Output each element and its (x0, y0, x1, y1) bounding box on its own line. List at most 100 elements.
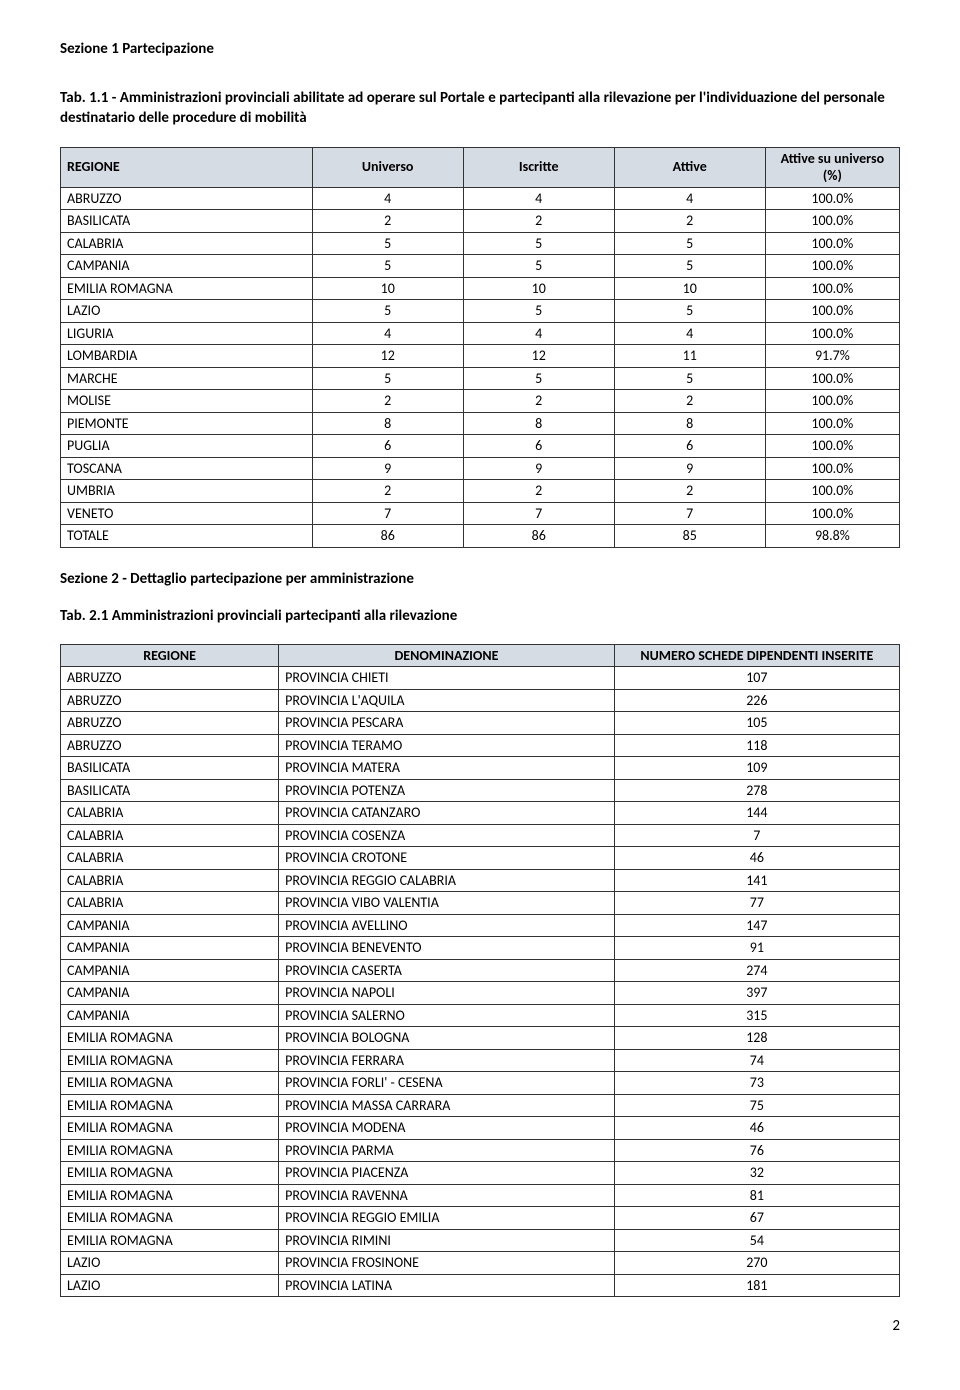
table1-cell: 5 (312, 255, 463, 278)
table2-cell: PROVINCIA RIMINI (279, 1229, 615, 1252)
tab21-caption: Tab. 2.1 Amministrazioni provinciali par… (60, 606, 900, 626)
table1-cell: 100.0% (765, 502, 899, 525)
table1-cell: 8 (614, 412, 765, 435)
table2-cell: ABRUZZO (61, 734, 279, 757)
table2-cell: CALABRIA (61, 892, 279, 915)
table1-row: TOSCANA999100.0% (61, 457, 900, 480)
table1-cell: 5 (463, 255, 614, 278)
table2-cell: CALABRIA (61, 802, 279, 825)
table2-cell: CAMPANIA (61, 937, 279, 960)
table1-cell: 4 (463, 187, 614, 210)
table1-cell: 100.0% (765, 480, 899, 503)
table2-row: BASILICATAPROVINCIA MATERA109 (61, 757, 900, 780)
table1-cell: 100.0% (765, 300, 899, 323)
table1-cell: 91.7% (765, 345, 899, 368)
table1-cell: 100.0% (765, 435, 899, 458)
table1-cell: 5 (614, 255, 765, 278)
table2-col-header: NUMERO SCHEDE DIPENDENTI INSERITE (614, 644, 899, 667)
table2-cell: CAMPANIA (61, 959, 279, 982)
table2-row: EMILIA ROMAGNAPROVINCIA RIMINI54 (61, 1229, 900, 1252)
table2-cell: PROVINCIA POTENZA (279, 779, 615, 802)
table1-cell: 9 (312, 457, 463, 480)
table1-cell: MARCHE (61, 367, 313, 390)
table2-row: CALABRIAPROVINCIA VIBO VALENTIA77 (61, 892, 900, 915)
table2-row: CAMPANIAPROVINCIA AVELLINO147 (61, 914, 900, 937)
table1-cell: BASILICATA (61, 210, 313, 233)
table2-cell: PROVINCIA PIACENZA (279, 1162, 615, 1185)
table1-row: PIEMONTE888100.0% (61, 412, 900, 435)
table1-cell: 10 (312, 277, 463, 300)
table1-cell: 100.0% (765, 322, 899, 345)
page-number: 2 (60, 1317, 900, 1335)
table2-cell: PROVINCIA CROTONE (279, 847, 615, 870)
table2-cell: PROVINCIA LATINA (279, 1274, 615, 1297)
table2-row: BASILICATAPROVINCIA POTENZA278 (61, 779, 900, 802)
table1-row: VENETO777100.0% (61, 502, 900, 525)
table2-cell: PROVINCIA PARMA (279, 1139, 615, 1162)
table1-cell: 4 (312, 187, 463, 210)
table1-cell: 2 (614, 390, 765, 413)
table1-row: MARCHE555100.0% (61, 367, 900, 390)
table1-header-row: REGIONEUniversoIscritteAttiveAttive su u… (61, 147, 900, 187)
table2-cell: LAZIO (61, 1252, 279, 1275)
table1-cell: VENETO (61, 502, 313, 525)
table2-cell: BASILICATA (61, 779, 279, 802)
table1-col-header: REGIONE (61, 147, 313, 187)
table2-cell: CALABRIA (61, 847, 279, 870)
table1-cell: 7 (312, 502, 463, 525)
table2-row: CALABRIAPROVINCIA COSENZA7 (61, 824, 900, 847)
table2-cell: 7 (614, 824, 899, 847)
table2-cell: PROVINCIA SALERNO (279, 1004, 615, 1027)
table2-row: CALABRIAPROVINCIA CROTONE46 (61, 847, 900, 870)
section1-title: Sezione 1 Partecipazione (60, 40, 900, 58)
table2-cell: PROVINCIA MODENA (279, 1117, 615, 1140)
table2-cell: CAMPANIA (61, 1004, 279, 1027)
table1-cell: LIGURIA (61, 322, 313, 345)
table2-row: EMILIA ROMAGNAPROVINCIA FERRARA74 (61, 1049, 900, 1072)
table1-row: LIGURIA444100.0% (61, 322, 900, 345)
table1-cell: 100.0% (765, 187, 899, 210)
table1-cell: 5 (614, 300, 765, 323)
table1-row: LOMBARDIA12121191.7% (61, 345, 900, 368)
table1-cell: 5 (463, 232, 614, 255)
table2-cell: PROVINCIA RAVENNA (279, 1184, 615, 1207)
table2-cell: 118 (614, 734, 899, 757)
table1-cell: 5 (614, 367, 765, 390)
table2-cell: 75 (614, 1094, 899, 1117)
table1-cell: 5 (312, 367, 463, 390)
table2-cell: PROVINCIA BOLOGNA (279, 1027, 615, 1050)
table2-row: EMILIA ROMAGNAPROVINCIA BOLOGNA128 (61, 1027, 900, 1050)
table2-cell: 144 (614, 802, 899, 825)
table2-cell: 226 (614, 689, 899, 712)
table1-cell: PIEMONTE (61, 412, 313, 435)
table2-cell: CALABRIA (61, 869, 279, 892)
table1-cell: 85 (614, 525, 765, 548)
table1-cell: LAZIO (61, 300, 313, 323)
table1-cell: 2 (312, 390, 463, 413)
table2-row: CALABRIAPROVINCIA REGGIO CALABRIA141 (61, 869, 900, 892)
table1-cell: 2 (312, 210, 463, 233)
table1-cell: 5 (312, 300, 463, 323)
table2-cell: 147 (614, 914, 899, 937)
table2-cell: PROVINCIA VIBO VALENTIA (279, 892, 615, 915)
table1-cell: 100.0% (765, 457, 899, 480)
table2-cell: PROVINCIA FORLI' - CESENA (279, 1072, 615, 1095)
table1-cell: 2 (463, 390, 614, 413)
table1-cell: 98.8% (765, 525, 899, 548)
table1-cell: 6 (312, 435, 463, 458)
table1-cell: ABRUZZO (61, 187, 313, 210)
table2-cell: 91 (614, 937, 899, 960)
table2-header-row: REGIONEDENOMINAZIONENUMERO SCHEDE DIPEND… (61, 644, 900, 667)
table2-cell: PROVINCIA FERRARA (279, 1049, 615, 1072)
table1-cell: CAMPANIA (61, 255, 313, 278)
table2-cell: EMILIA ROMAGNA (61, 1207, 279, 1230)
table1-cell: 100.0% (765, 367, 899, 390)
table1-cell: 100.0% (765, 277, 899, 300)
table1-cell: MOLISE (61, 390, 313, 413)
table1-cell: EMILIA ROMAGNA (61, 277, 313, 300)
table2-cell: 128 (614, 1027, 899, 1050)
table2-row: EMILIA ROMAGNAPROVINCIA PARMA76 (61, 1139, 900, 1162)
table2-col-header: REGIONE (61, 644, 279, 667)
table2-cell: PROVINCIA REGGIO EMILIA (279, 1207, 615, 1230)
table1-row: CALABRIA555100.0% (61, 232, 900, 255)
